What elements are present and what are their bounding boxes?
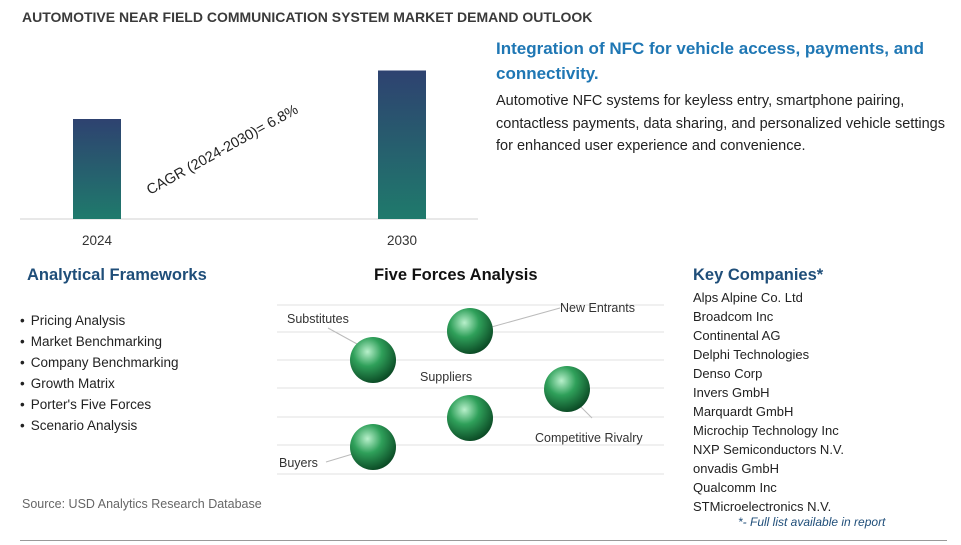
bar-chart: 2024 2030 CAGR (2024-2030)= 6.8% [20,70,478,248]
bar-2024 [73,119,121,219]
company-item: onvadis GmbH [693,461,779,476]
framework-item: Scenario Analysis [20,415,179,436]
full-list-note: *- Full list available in report [738,515,886,529]
framework-item: Porter's Five Forces [20,394,179,415]
buyers-sphere [350,424,396,470]
competitive-rivalry-label: Competitive Rivalry [535,431,643,445]
framework-item: Pricing Analysis [20,310,179,331]
framework-item: Company Benchmarking [20,352,179,373]
competitive-rivalry-sphere [544,366,590,412]
suppliers-label: Suppliers [420,370,472,384]
substitutes-sphere [350,337,396,383]
page-title: AUTOMOTIVE NEAR FIELD COMMUNICATION SYST… [22,9,593,25]
cagr-annotation: CAGR (2024-2030)= 6.8% [144,102,301,199]
framework-item: Market Benchmarking [20,331,179,352]
x-tick-label: 2024 [82,233,113,248]
headline: Integration of NFC for vehicle access, p… [496,39,924,83]
company-item: Denso Corp [693,366,763,381]
bottom-divider [20,540,947,541]
new-entrants-sphere [447,308,493,354]
substitutes-label: Substitutes [287,312,349,326]
company-item: STMicroelectronics N.V. [693,499,832,514]
company-item: Microchip Technology Inc [693,423,839,438]
buyers-label: Buyers [279,456,318,470]
company-item: Broadcom Inc [693,309,774,324]
suppliers-sphere [447,395,493,441]
company-item: Alps Alpine Co. Ltd [693,290,803,305]
key-companies-title: Key Companies* [693,266,824,284]
five-forces-title: Five Forces Analysis [374,266,538,284]
description: Automotive NFC systems for keyless entry… [496,93,945,154]
company-item: Marquardt GmbH [693,404,794,419]
bar-2030 [378,70,426,219]
company-item: Continental AG [693,328,781,343]
framework-item: Growth Matrix [20,373,179,394]
company-item: Qualcomm Inc [693,480,777,495]
five-forces-diagram: Substitutes New Entrants Suppliers Compe… [277,301,664,475]
frameworks-title: Analytical Frameworks [27,266,207,284]
x-tick-label: 2030 [387,233,417,248]
new-entrants-label: New Entrants [560,301,635,315]
company-item: Delphi Technologies [693,347,810,362]
company-item: Invers GmbH [693,385,770,400]
source-note: Source: USD Analytics Research Database [22,497,262,511]
company-item: NXP Semiconductors N.V. [693,442,845,457]
new-entrants-connector [487,307,561,329]
frameworks-list: Pricing Analysis Market Benchmarking Com… [20,310,179,436]
key-companies-list: Alps Alpine Co. Ltd Broadcom Inc Contine… [693,288,844,516]
